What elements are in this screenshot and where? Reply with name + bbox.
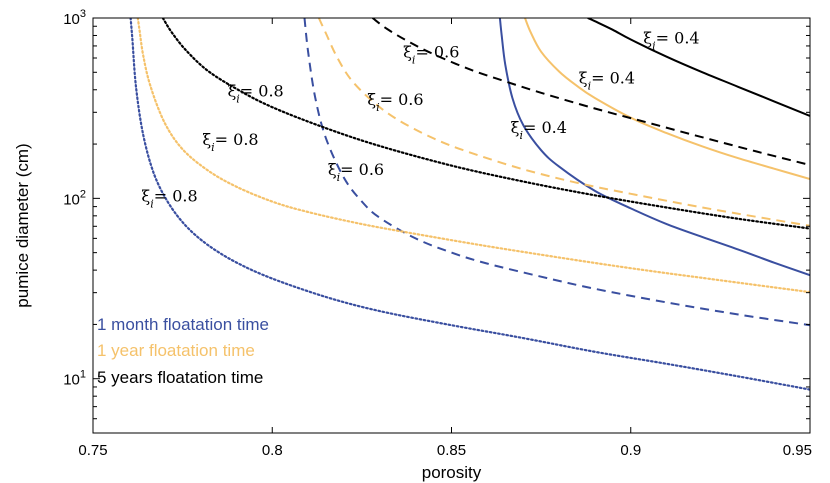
y-tick-label: 101 [63,369,86,389]
series-layer [129,18,810,391]
x-tick-label: 0.95 [783,442,812,459]
series-year-xi-04-solid [524,18,810,180]
legend: 1 month floatation time 1 year floatatio… [97,315,269,387]
x-axis-title: porosity [422,463,482,482]
x-tick-label: 0.85 [437,442,466,459]
annotation-xi-4: ξi= 0.6 [367,90,423,114]
annotation-xi-3: ξi= 0.6 [328,160,384,184]
x-tick-label: 0.9 [620,442,641,459]
annotation-xi-6: ξi= 0.4 [511,118,567,142]
y-tick-label: 103 [63,8,86,28]
series-years5-xi-06-dashed [371,18,810,166]
series-month-xi-08-dotted [129,18,810,391]
series-years5-xi-08-dotted [161,18,810,230]
legend-entry-1-year: 1 year floatation time [97,341,255,360]
series-month-xi-04-solid [498,18,810,277]
y-tick-label: 102 [63,188,86,208]
series-year-xi-08-dotted [136,18,810,294]
series-month-xi-06-dashed [303,18,810,327]
annotation-xi-0: ξi= 0.8 [141,187,197,211]
annotation-xi-8: ξi= 0.4 [643,29,699,53]
tick-layer: 0.75 0.8 0.85 0.9 0.95 101 102 103 [63,8,812,459]
x-tick-label: 0.8 [262,442,283,459]
x-tick-label: 0.75 [78,442,107,459]
y-axis-title: pumice diameter (cm) [13,143,32,307]
annotation-xi-5: ξi= 0.6 [403,43,459,67]
series-year-xi-06-dashed [317,18,810,227]
legend-entry-1-month: 1 month floatation time [97,315,269,334]
annotation-xi-7: ξi= 0.4 [579,69,635,93]
annotation-xi-1: ξi= 0.8 [202,130,258,154]
legend-entry-5-years: 5 years floatation time [97,368,263,387]
annotation-layer: ξi= 0.8 ξi= 0.8 ξi= 0.8 ξi= 0.6 ξi= 0.6 ξi= 0… [141,29,699,211]
annotation-xi-2: ξi= 0.8 [227,81,283,105]
series-years5-xi-04-solid [587,18,810,117]
